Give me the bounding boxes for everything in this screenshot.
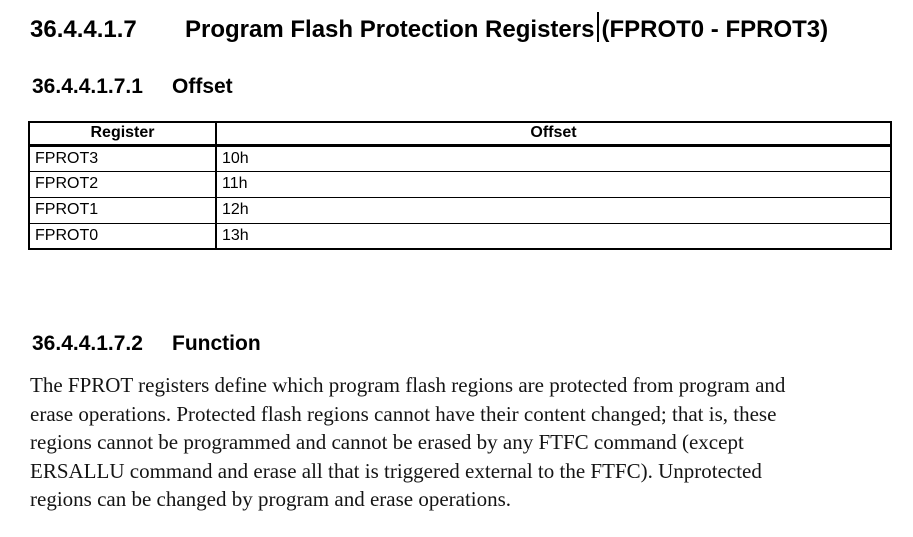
- subsection-heading-offset: 36.4.4.1.7.1 Offset: [32, 74, 233, 99]
- subsection-title: Offset: [172, 75, 233, 98]
- register-name-cell: FPROT0: [28, 222, 217, 250]
- paragraph-line: regions cannot be programmed and cannot …: [30, 430, 744, 455]
- section-number: 36.4.4.1.7: [30, 16, 137, 43]
- column-header-register: Register: [28, 121, 217, 147]
- table-row: FPROT2 11h: [28, 170, 892, 198]
- register-name-cell: FPROT1: [28, 196, 217, 224]
- offset-value-cell: 10h: [215, 144, 892, 172]
- register-name-cell: FPROT3: [28, 144, 217, 172]
- table-row: FPROT0 13h: [28, 222, 892, 250]
- table-row: FPROT3 10h: [28, 144, 892, 172]
- text-cursor-caret: [597, 12, 600, 42]
- offset-value-cell: 12h: [215, 196, 892, 224]
- paragraph-line: erase operations. Protected flash region…: [30, 401, 777, 426]
- subsection-number: 36.4.4.1.7.1: [32, 75, 143, 98]
- paragraph-line: regions can be changed by program and er…: [30, 487, 512, 512]
- register-name-cell: FPROT2: [28, 170, 217, 198]
- subsection-heading-function: 36.4.4.1.7.2 Function: [32, 331, 261, 356]
- section-heading-main: 36.4.4.1.7 Program Flash Protection Regis…: [30, 7, 828, 44]
- section-title: Program Flash Protection Registers: [185, 16, 595, 43]
- section-title-suffix: (FPROT0 - FPROT3): [601, 16, 829, 43]
- register-offset-table: Register Offset FPROT3 10h FPROT2 11h FP…: [28, 121, 892, 250]
- paragraph-line: The FPROT registers define which program…: [30, 373, 786, 397]
- table-row: FPROT1 12h: [28, 196, 892, 224]
- column-header-offset: Offset: [215, 121, 892, 147]
- offset-value-cell: 11h: [215, 170, 892, 198]
- paragraph-line: ERSALLU command and erase all that is tr…: [30, 458, 762, 483]
- subsection-number: 36.4.4.1.7.2: [32, 332, 143, 355]
- function-description-paragraph: The FPROT registers define which program…: [30, 371, 900, 514]
- table-header-row: Register Offset: [28, 121, 892, 147]
- offset-value-cell: 13h: [215, 222, 892, 250]
- subsection-title: Function: [172, 332, 261, 355]
